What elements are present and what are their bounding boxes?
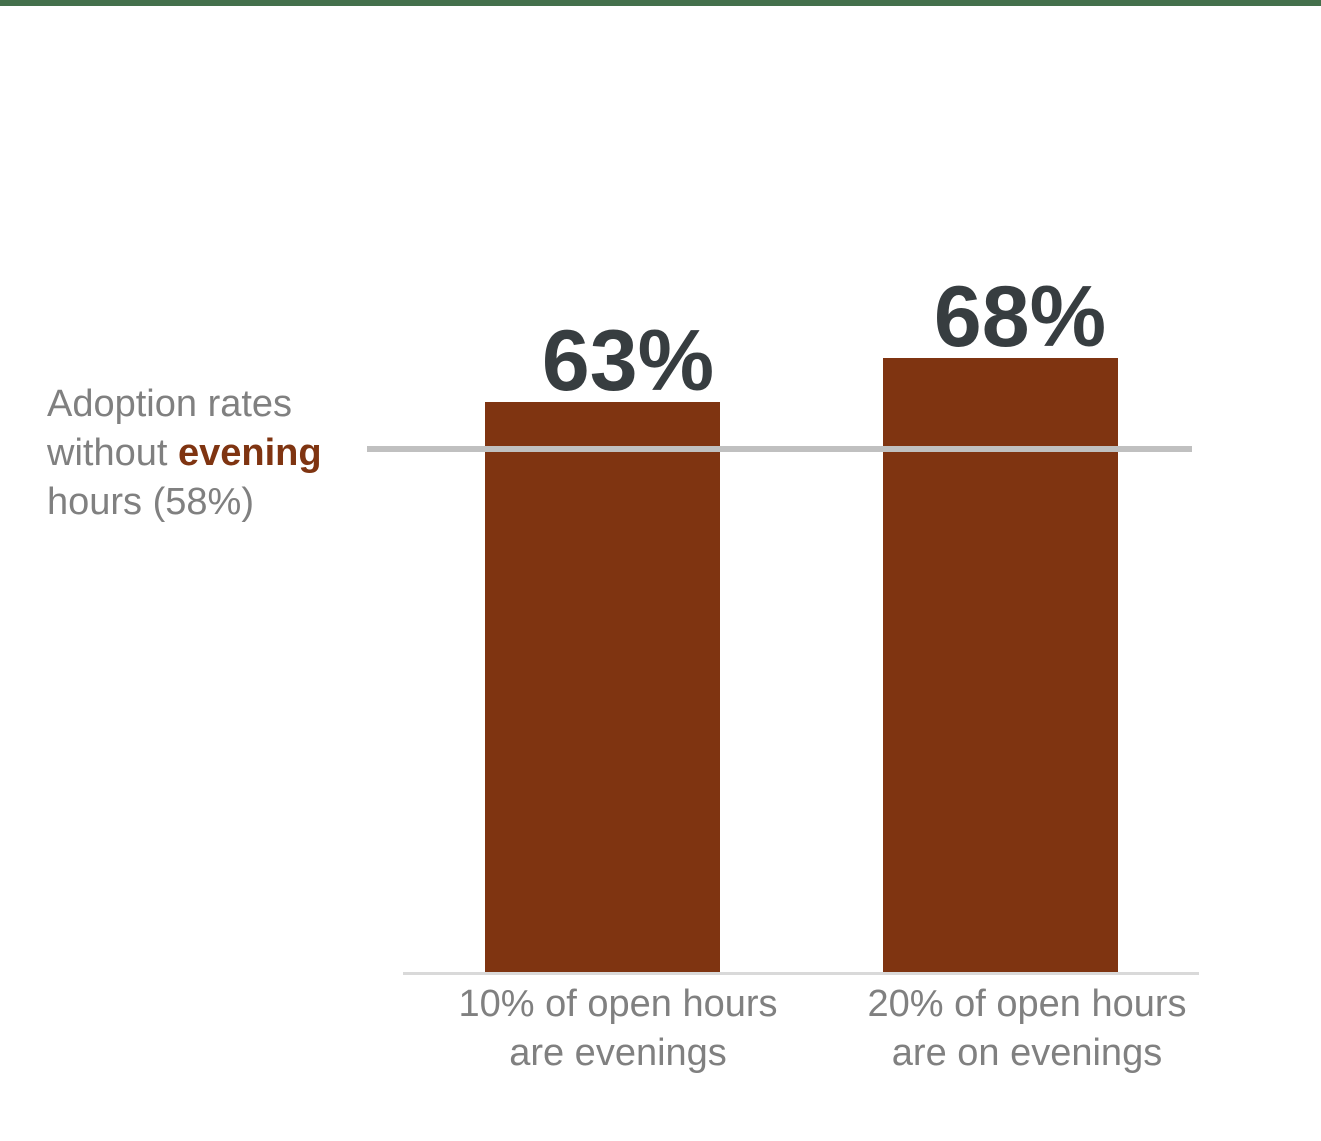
bar-1-category-line-1: 10% of open hours [458,983,778,1025]
bar-2-category-line-1: 20% of open hours [867,983,1187,1025]
reference-label-highlight: evening [177,432,322,474]
bar-1-category-label: 10% of open hours are evenings [418,980,818,1078]
top-accent-bar [0,0,1321,6]
reference-label-line-2: without evening [47,429,322,478]
reference-line-58 [367,446,1192,452]
reference-label-prefix: without [47,432,178,474]
reference-line-label: Adoption rates without evening hours (58… [47,380,322,527]
bar-2-value-label: 68% [933,269,1107,365]
bar-1-category-line-2: are evenings [509,1032,727,1074]
bar-2 [883,358,1118,973]
reference-label-line-1: Adoption rates [47,383,293,425]
bar-2-category-line-2: are on evenings [891,1032,1163,1074]
bar-1-value-label: 63% [541,313,715,409]
reference-label-line-3: hours (58%) [47,481,254,523]
bar-2-category-label: 20% of open hours are on evenings [827,980,1227,1078]
x-axis-baseline [403,972,1199,975]
bar-1 [485,402,720,973]
